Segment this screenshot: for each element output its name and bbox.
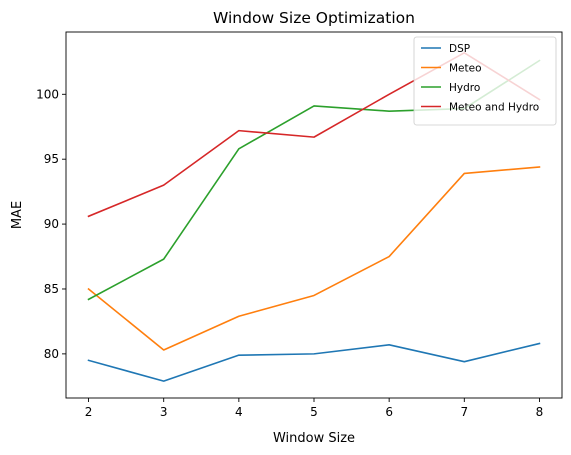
x-tick-label: 3 <box>160 405 168 419</box>
x-tick-label: 7 <box>460 405 468 419</box>
legend-label-2: Hydro <box>449 82 480 94</box>
x-tick-label: 8 <box>536 405 544 419</box>
series-line-1 <box>87 166 541 351</box>
y-tick-label: 90 <box>44 217 59 231</box>
x-tick-label: 5 <box>310 405 318 419</box>
x-tick-label: 2 <box>85 405 93 419</box>
y-tick-label: 100 <box>36 87 59 101</box>
chart-title: Window Size Optimization <box>213 9 415 27</box>
legend-label-1: Meteo <box>449 63 482 75</box>
series-line-0 <box>87 342 541 382</box>
plot-area: 2 3 4 5 6 7 8 80 85 90 95 100 <box>36 31 563 419</box>
y-tick-label: 95 <box>44 152 59 166</box>
legend-label-3: Meteo and Hydro <box>449 102 539 114</box>
legend-box <box>413 36 557 126</box>
x-tick-label: 4 <box>235 405 243 419</box>
y-tick-label: 85 <box>44 282 59 296</box>
y-tick-label: 80 <box>44 347 59 361</box>
y-axis-label: MAE <box>10 201 25 229</box>
legend-label-0: DSP <box>449 43 470 55</box>
legend: DSP Meteo Hydro Meteo and Hydro <box>413 36 557 126</box>
x-axis-label: Window Size <box>273 431 355 446</box>
x-tick-label: 6 <box>385 405 393 419</box>
